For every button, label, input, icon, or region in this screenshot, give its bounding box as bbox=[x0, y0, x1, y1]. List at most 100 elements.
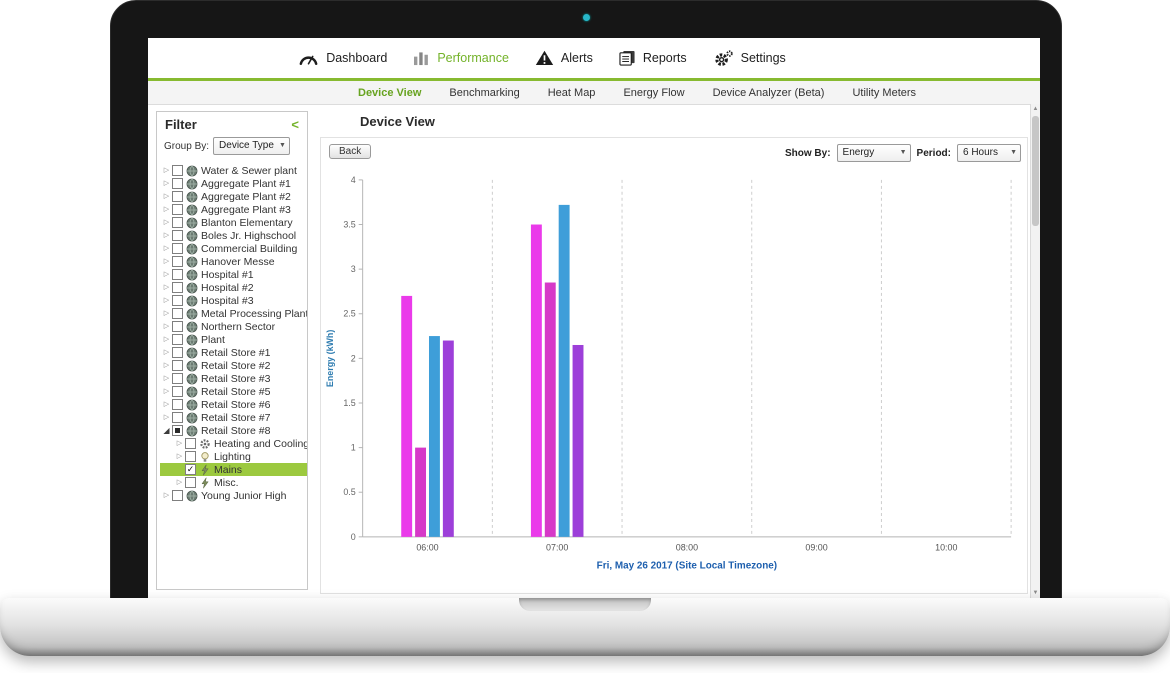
nav-item-settings[interactable]: Settings bbox=[713, 49, 786, 67]
tree-item-retail-store-1[interactable]: ▷ Retail Store #1 bbox=[160, 346, 307, 359]
tab-energy-flow[interactable]: Energy Flow bbox=[623, 86, 685, 99]
expand-expander-icon[interactable]: ▷ bbox=[176, 440, 183, 447]
expand-expander-icon[interactable]: ▷ bbox=[163, 180, 170, 187]
tree-item-young-junior-high[interactable]: ▷ Young Junior High bbox=[160, 489, 307, 502]
expand-expander-icon[interactable]: ▷ bbox=[176, 453, 183, 460]
tree-checkbox[interactable] bbox=[172, 347, 183, 358]
tree-item-retail-store-8[interactable]: ◢ Retail Store #8 bbox=[160, 424, 307, 437]
expand-expander-icon[interactable]: ▷ bbox=[163, 271, 170, 278]
tree-item-blanton-elementary[interactable]: ▷ Blanton Elementary bbox=[160, 216, 307, 229]
scrollbar[interactable]: ▲ ▼ bbox=[1030, 104, 1040, 598]
scroll-down-icon[interactable]: ▼ bbox=[1032, 590, 1039, 596]
tree-checkbox[interactable] bbox=[172, 308, 183, 319]
tree-checkbox[interactable]: ✓ bbox=[185, 464, 196, 475]
collapse-panel-button[interactable]: < bbox=[291, 117, 299, 132]
tree-checkbox[interactable] bbox=[172, 230, 183, 241]
expand-expander-icon[interactable]: ▷ bbox=[163, 414, 170, 421]
tree-item-boles-jr-highschool[interactable]: ▷ Boles Jr. Highschool bbox=[160, 229, 307, 242]
tree-checkbox[interactable] bbox=[172, 282, 183, 293]
expand-expander-icon[interactable]: ▷ bbox=[163, 206, 170, 213]
tree-item-misc[interactable]: ▷ Misc. bbox=[160, 476, 307, 489]
tree-item-aggregate-plant-1[interactable]: ▷ Aggregate Plant #1 bbox=[160, 177, 307, 190]
expand-expander-icon[interactable]: ▷ bbox=[163, 258, 170, 265]
expand-expander-icon[interactable]: ▷ bbox=[176, 479, 183, 486]
tree-checkbox[interactable] bbox=[185, 477, 196, 488]
tree-item-hospital-1[interactable]: ▷ Hospital #1 bbox=[160, 268, 307, 281]
tree-checkbox[interactable] bbox=[172, 269, 183, 280]
back-button[interactable]: Back bbox=[329, 144, 372, 159]
collapse-expander-icon[interactable]: ◢ bbox=[163, 426, 170, 435]
tree-item-retail-store-7[interactable]: ▷ Retail Store #7 bbox=[160, 411, 307, 424]
tab-device-analyzer-beta[interactable]: Device Analyzer (Beta) bbox=[712, 86, 825, 99]
tab-heat-map[interactable]: Heat Map bbox=[547, 86, 596, 99]
tree-checkbox[interactable] bbox=[172, 243, 183, 254]
tab-utility-meters[interactable]: Utility Meters bbox=[852, 86, 917, 99]
tree-item-retail-store-5[interactable]: ▷ Retail Store #5 bbox=[160, 385, 307, 398]
tree-item-retail-store-3[interactable]: ▷ Retail Store #3 bbox=[160, 372, 307, 385]
expand-expander-icon[interactable]: ▷ bbox=[163, 219, 170, 226]
tree-item-mains[interactable]: ✓ Mains bbox=[160, 463, 307, 476]
nav-item-performance[interactable]: Performance bbox=[413, 51, 509, 66]
expand-expander-icon[interactable]: ▷ bbox=[163, 362, 170, 369]
page-title: Device View bbox=[360, 114, 435, 129]
expand-expander-icon[interactable]: ▷ bbox=[163, 232, 170, 239]
show-by-select[interactable]: Energy ▼ bbox=[836, 144, 911, 162]
gauge-icon bbox=[298, 50, 319, 66]
tree-checkbox[interactable] bbox=[172, 321, 183, 332]
tree-checkbox[interactable] bbox=[172, 425, 183, 436]
tree-checkbox[interactable] bbox=[172, 204, 183, 215]
tree-checkbox[interactable] bbox=[172, 165, 183, 176]
tree-item-water-sewer-plant[interactable]: ▷ Water & Sewer plant bbox=[160, 164, 307, 177]
expand-expander-icon[interactable]: ▷ bbox=[163, 323, 170, 330]
nav-item-reports[interactable]: Reports bbox=[619, 50, 687, 66]
tree-checkbox[interactable] bbox=[172, 386, 183, 397]
tree-checkbox[interactable] bbox=[185, 438, 196, 449]
tree-item-northern-sector[interactable]: ▷ Northern Sector bbox=[160, 320, 307, 333]
nav-item-dashboard[interactable]: Dashboard bbox=[298, 50, 387, 66]
tree-item-retail-store-6[interactable]: ▷ Retail Store #6 bbox=[160, 398, 307, 411]
expand-expander-icon[interactable]: ▷ bbox=[163, 349, 170, 356]
tree-checkbox[interactable] bbox=[172, 490, 183, 501]
tree-item-retail-store-2[interactable]: ▷ Retail Store #2 bbox=[160, 359, 307, 372]
expand-expander-icon[interactable]: ▷ bbox=[163, 284, 170, 291]
expand-expander-icon[interactable]: ▷ bbox=[163, 388, 170, 395]
tree-item-metal-processing-plant[interactable]: ▷ Metal Processing Plant bbox=[160, 307, 307, 320]
tree-checkbox[interactable] bbox=[185, 451, 196, 462]
tree-checkbox[interactable] bbox=[172, 178, 183, 189]
tree-item-plant[interactable]: ▷ Plant bbox=[160, 333, 307, 346]
tree-checkbox[interactable] bbox=[172, 256, 183, 267]
tree-checkbox[interactable] bbox=[172, 295, 183, 306]
tab-benchmarking[interactable]: Benchmarking bbox=[449, 86, 520, 99]
tree-item-hanover-messe[interactable]: ▷ Hanover Messe bbox=[160, 255, 307, 268]
tree-checkbox[interactable] bbox=[172, 373, 183, 384]
expand-expander-icon[interactable]: ▷ bbox=[163, 193, 170, 200]
group-by-select[interactable]: Device Type ▼ bbox=[213, 137, 290, 155]
tree-item-hospital-2[interactable]: ▷ Hospital #2 bbox=[160, 281, 307, 294]
tree-checkbox[interactable] bbox=[172, 412, 183, 423]
tree-item-lighting[interactable]: ▷ Lighting bbox=[160, 450, 307, 463]
expand-expander-icon[interactable]: ▷ bbox=[163, 492, 170, 499]
tree-checkbox[interactable] bbox=[172, 191, 183, 202]
tree-checkbox[interactable] bbox=[172, 399, 183, 410]
period-select[interactable]: 6 Hours ▼ bbox=[957, 144, 1021, 162]
expand-expander-icon[interactable]: ▷ bbox=[163, 310, 170, 317]
expand-expander-icon[interactable]: ▷ bbox=[163, 245, 170, 252]
tree-item-commercial-building[interactable]: ▷ Commercial Building bbox=[160, 242, 307, 255]
tab-device-view[interactable]: Device View bbox=[358, 86, 422, 99]
filter-title: Filter bbox=[165, 117, 197, 132]
tree-item-heating-and-cooling[interactable]: ▷ Heating and Cooling bbox=[160, 437, 307, 450]
expand-expander-icon[interactable]: ▷ bbox=[163, 297, 170, 304]
tree-item-hospital-3[interactable]: ▷ Hospital #3 bbox=[160, 294, 307, 307]
tree-item-aggregate-plant-3[interactable]: ▷ Aggregate Plant #3 bbox=[160, 203, 307, 216]
tree-item-aggregate-plant-2[interactable]: ▷ Aggregate Plant #2 bbox=[160, 190, 307, 203]
nav-item-alerts[interactable]: Alerts bbox=[535, 50, 593, 66]
expand-expander-icon[interactable]: ▷ bbox=[163, 167, 170, 174]
expand-expander-icon[interactable]: ▷ bbox=[163, 336, 170, 343]
scroll-up-icon[interactable]: ▲ bbox=[1032, 106, 1039, 112]
scrollbar-thumb[interactable] bbox=[1032, 116, 1039, 226]
expand-expander-icon[interactable]: ▷ bbox=[163, 375, 170, 382]
tree-checkbox[interactable] bbox=[172, 334, 183, 345]
tree-checkbox[interactable] bbox=[172, 217, 183, 228]
tree-checkbox[interactable] bbox=[172, 360, 183, 371]
expand-expander-icon[interactable]: ▷ bbox=[163, 401, 170, 408]
